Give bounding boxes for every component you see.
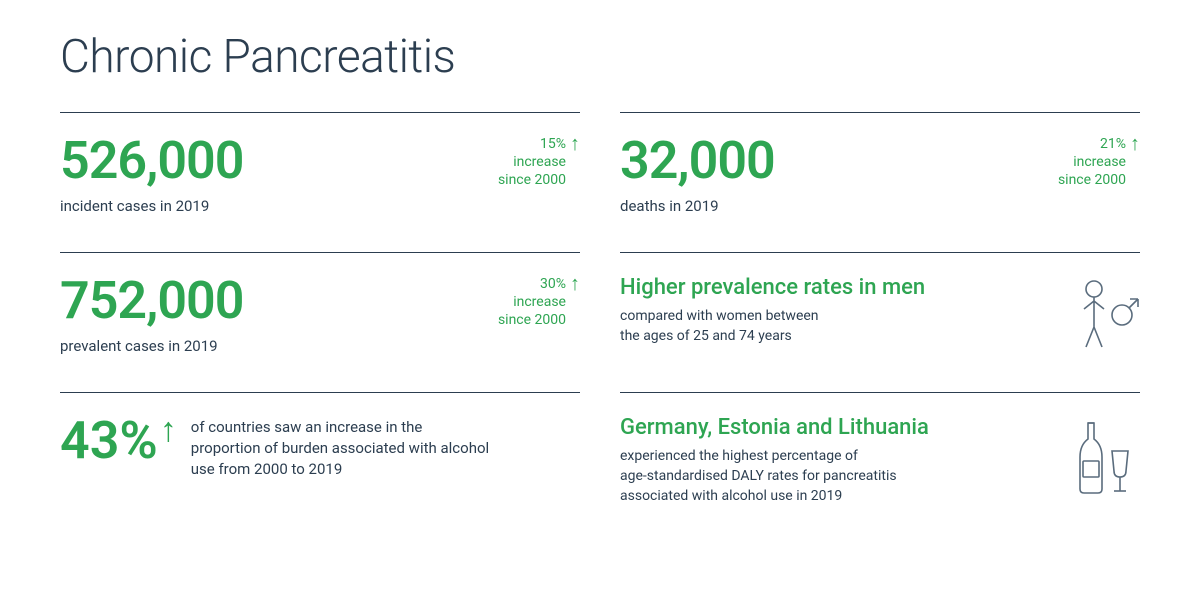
incident-value: 526,000 [60, 135, 243, 187]
incident-increase-word: increase [498, 153, 566, 171]
prevalent-increase-since: since 2000 [498, 311, 566, 329]
prevalent-label: prevalent cases in 2019 [60, 337, 243, 355]
incident-increase-since: since 2000 [498, 171, 566, 189]
deaths-label: deaths in 2019 [620, 197, 775, 215]
deaths-increase: 21% increase since 2000 ↑ [1058, 135, 1140, 190]
stat-prevalent-cases: 752,000 prevalent cases in 2019 30% incr… [60, 252, 580, 392]
prevalence-men: Higher prevalence rates in men compared … [620, 252, 1140, 392]
prevalence-men-headline: Higher prevalence rates in men [620, 275, 925, 301]
countries-line3: associated with alcohol use in 2019 [620, 487, 929, 507]
prevalent-increase: 30% increase since 2000 ↑ [498, 275, 580, 330]
prevalent-value: 752,000 [60, 275, 243, 327]
male-icon [1070, 275, 1140, 359]
incident-label: incident cases in 2019 [60, 197, 243, 215]
countries-line1: experienced the highest percentage of [620, 447, 929, 467]
stat-incident-cases: 526,000 incident cases in 2019 15% incre… [60, 112, 580, 252]
stats-grid: 526,000 incident cases in 2019 15% incre… [60, 112, 1140, 532]
deaths-value: 32,000 [620, 135, 775, 187]
alcohol-burden-desc: of countries saw an increase in the prop… [191, 415, 491, 480]
deaths-increase-pct: 21% [1058, 135, 1126, 153]
deaths-increase-since: since 2000 [1058, 171, 1126, 189]
alcohol-burden-value: 43% [60, 415, 158, 467]
arrow-up-icon: ↑ [160, 413, 177, 447]
prevalence-men-line1: compared with women between [620, 307, 925, 327]
incident-increase-pct: 15% [498, 135, 566, 153]
wine-bottle-glass-icon [1070, 415, 1140, 504]
page-title: Chronic Pancreatitis [60, 30, 1140, 84]
countries-headline: Germany, Estonia and Lithuania [620, 415, 929, 441]
deaths-increase-word: increase [1058, 153, 1126, 171]
countries-line2: age-standardised DALY rates for pancreat… [620, 467, 929, 487]
arrow-up-icon: ↑ [570, 133, 580, 153]
stat-alcohol-burden: 43% ↑ of countries saw an increase in th… [60, 392, 580, 532]
prevalence-men-line2: the ages of 25 and 74 years [620, 327, 925, 347]
arrow-up-icon: ↑ [1130, 133, 1140, 153]
incident-increase: 15% increase since 2000 ↑ [498, 135, 580, 190]
countries-highest: Germany, Estonia and Lithuania experienc… [620, 392, 1140, 532]
prevalent-increase-word: increase [498, 293, 566, 311]
stat-deaths: 32,000 deaths in 2019 21% increase since… [620, 112, 1140, 252]
prevalent-increase-pct: 30% [498, 275, 566, 293]
arrow-up-icon: ↑ [570, 273, 580, 293]
